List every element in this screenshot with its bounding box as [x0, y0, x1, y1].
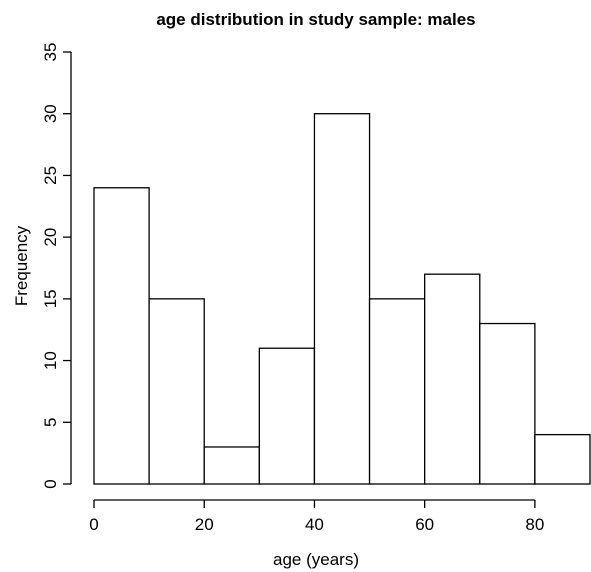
y-tick-label: 20	[41, 228, 60, 247]
x-tick-label: 0	[89, 515, 98, 534]
x-tick-label: 20	[195, 515, 214, 534]
y-tick-label: 15	[41, 289, 60, 308]
histogram-bar-80-90	[534, 433, 591, 485]
histogram-bar-50-60	[368, 298, 426, 485]
y-tick-label: 30	[41, 104, 60, 123]
histogram-bar-70-80	[479, 322, 536, 485]
chart-title: age distribution in study sample: males	[156, 10, 475, 29]
y-tick-label: 0	[41, 479, 60, 488]
x-axis: 0 20 40 60 80	[89, 499, 544, 534]
y-tick-label: 35	[41, 43, 60, 62]
bars-group	[93, 113, 591, 485]
y-axis: 0 5 10 15 20 25 30 35	[41, 43, 72, 489]
x-tick-label: 80	[525, 515, 544, 534]
histogram-bar-30-40	[258, 347, 316, 485]
histogram-bar-40-50	[313, 113, 371, 485]
histogram-bar-20-30	[203, 446, 260, 485]
x-tick-label: 40	[305, 515, 324, 534]
y-tick-label: 10	[41, 351, 60, 370]
histogram-bar-10-20	[148, 298, 205, 485]
y-tick-label: 5	[41, 418, 60, 427]
x-axis-label: age (years)	[273, 550, 359, 569]
y-tick-label: 25	[41, 166, 60, 185]
y-axis-label: Frequency	[12, 225, 31, 306]
histogram-bar-60-70	[424, 273, 481, 485]
x-tick-label: 60	[415, 515, 434, 534]
histogram-bar-0-10	[93, 187, 150, 485]
